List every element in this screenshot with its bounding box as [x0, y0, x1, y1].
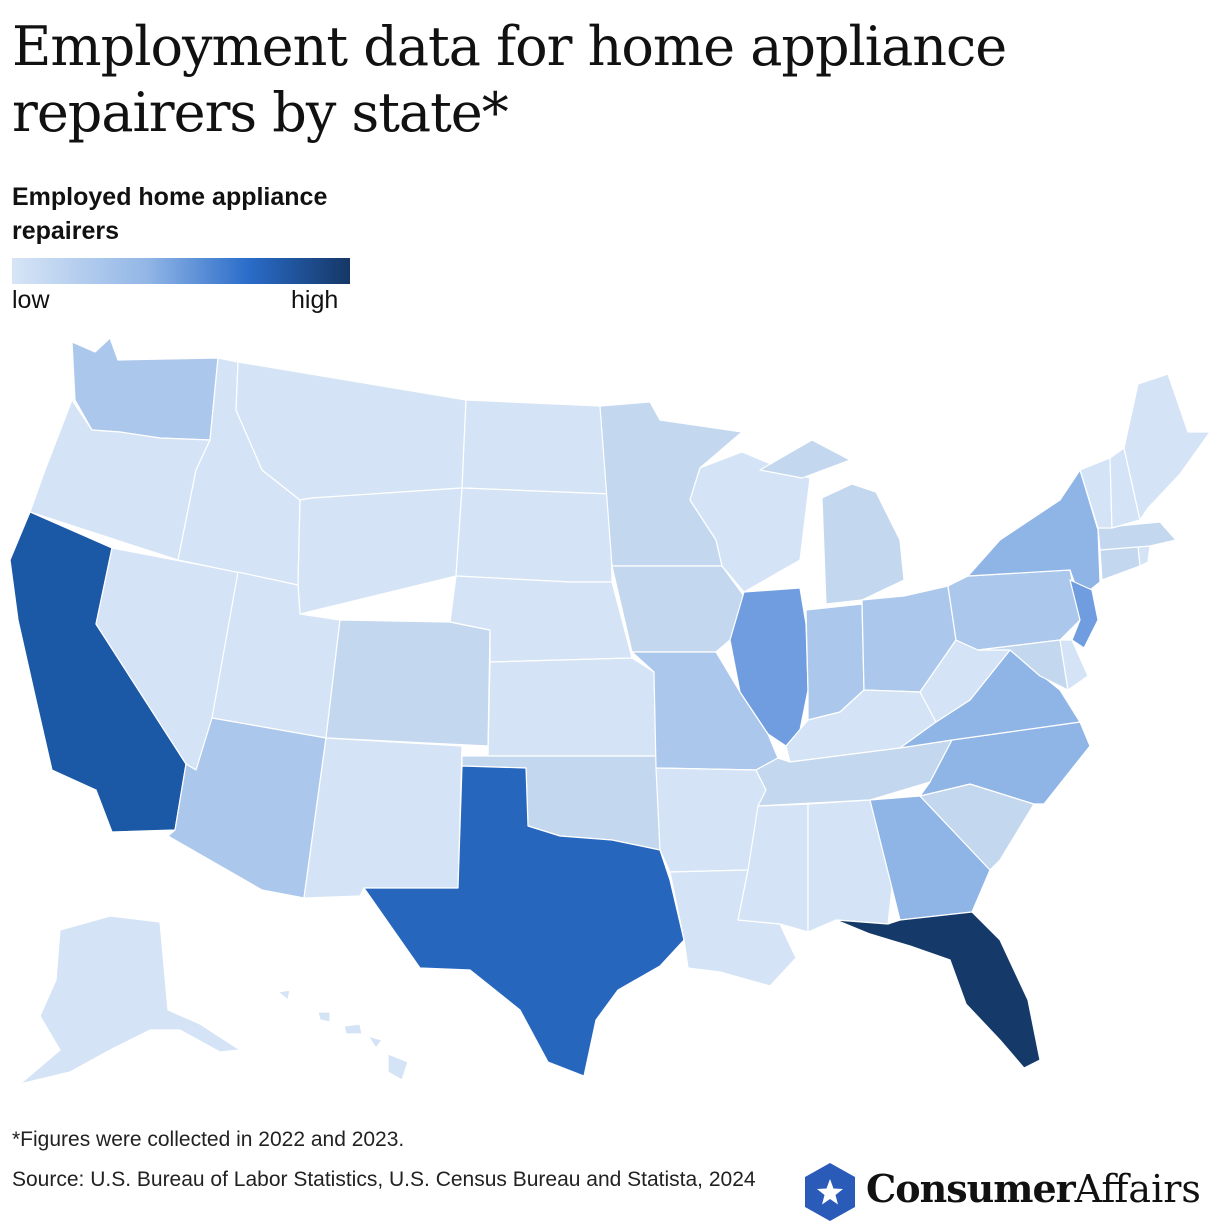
state-hawaii [277, 989, 409, 1081]
state-colorado [325, 619, 491, 747]
state-tennessee [755, 739, 953, 807]
logo-wordmark-consumer: Consumer [866, 1166, 1076, 1211]
legend-title: Employed home appliance repairers [12, 183, 328, 245]
state-wyoming [297, 487, 463, 615]
logo-wordmark-affairs: Affairs [1074, 1167, 1201, 1211]
state-connecticut [1099, 545, 1141, 581]
legend-low-label: low [12, 286, 50, 314]
state-washington [71, 337, 219, 441]
state-massachusetts [1097, 521, 1177, 551]
state-new-jersey [1069, 579, 1099, 649]
state-pennsylvania [947, 569, 1081, 651]
state-delaware [1059, 639, 1089, 691]
state-maine [1123, 373, 1211, 521]
state-new-mexico [303, 737, 463, 899]
logo-star-badge-icon [805, 1163, 855, 1221]
logo-wordmark: ConsumerAffairs [866, 1166, 1201, 1211]
legend-color-scale [12, 258, 350, 284]
state-maryland [977, 639, 1069, 691]
footnote: *Figures were collected in 2022 and 2023… [12, 1128, 405, 1151]
state-wisconsin [689, 451, 811, 593]
state-arkansas [655, 767, 767, 873]
consumeraffairs-logo: ConsumerAffairs [803, 1160, 1213, 1224]
chart-title: Employment data for home appliance repai… [12, 15, 1007, 144]
state-michigan [759, 439, 905, 605]
state-north-dakota [461, 399, 611, 495]
source-note: Source: U.S. Bureau of Labor Statistics,… [12, 1168, 756, 1191]
state-kansas [487, 657, 657, 757]
state-south-dakota [455, 487, 613, 583]
us-choropleth-map [9, 337, 1211, 1085]
state-texas [363, 765, 685, 1077]
state-rhode-island [1137, 545, 1151, 567]
state-iowa [611, 565, 745, 653]
state-alaska [19, 915, 241, 1085]
state-florida [835, 911, 1041, 1069]
legend-high-label: high [291, 286, 339, 314]
